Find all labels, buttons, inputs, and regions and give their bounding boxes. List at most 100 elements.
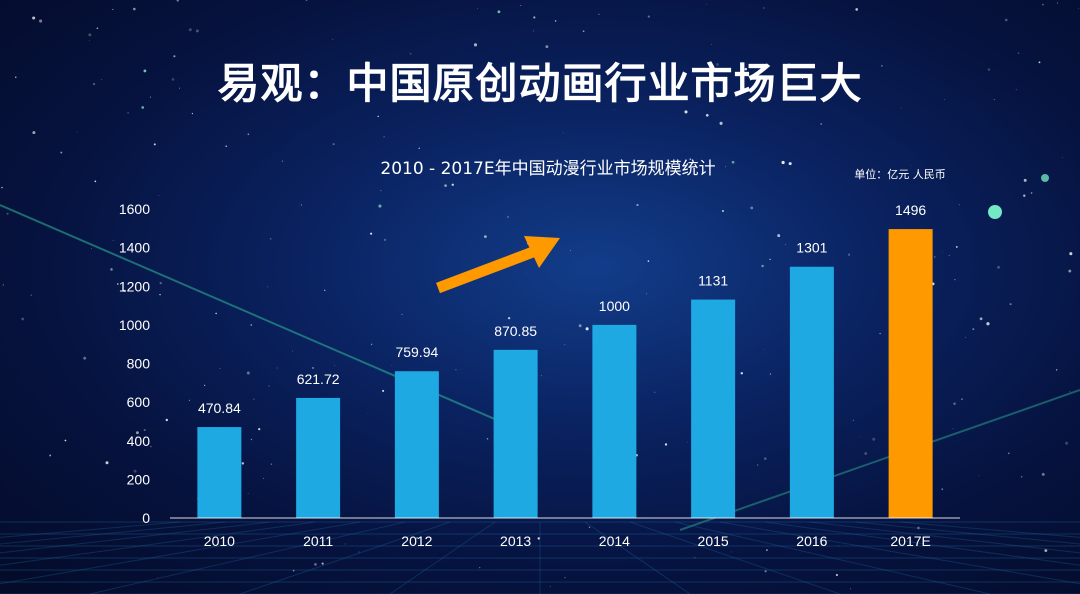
star [451, 183, 454, 186]
star [1065, 441, 1069, 445]
star [132, 7, 136, 11]
data-label: 1301 [796, 240, 827, 256]
star [507, 216, 509, 218]
star [370, 232, 373, 235]
floor-grid-line [0, 521, 361, 585]
star [176, 0, 179, 2]
star [585, 327, 589, 331]
star [719, 121, 723, 125]
glow-star [1041, 174, 1049, 182]
star [415, 536, 419, 540]
data-label: 1496 [895, 202, 926, 218]
star [332, 38, 334, 40]
star [972, 328, 975, 331]
star [1056, 369, 1058, 371]
star [153, 143, 156, 146]
star [305, 0, 308, 1]
star [763, 7, 765, 9]
star [165, 418, 169, 422]
star [116, 283, 119, 285]
star [787, 63, 791, 66]
star [94, 180, 97, 183]
star [159, 281, 162, 285]
star [1004, 18, 1008, 22]
star [764, 570, 767, 573]
star [820, 123, 822, 125]
star [378, 204, 382, 208]
star [401, 313, 403, 316]
y-tick-label: 1600 [119, 201, 150, 217]
star [250, 324, 252, 326]
star [694, 557, 696, 559]
glow-star [988, 205, 1002, 219]
floor-grid-line [764, 521, 1080, 566]
star [689, 158, 692, 160]
star [1038, 61, 1041, 64]
star [647, 15, 650, 18]
floor-grid-line [584, 521, 691, 594]
star [872, 437, 876, 441]
star [1023, 178, 1027, 182]
star [900, 107, 902, 109]
star [1009, 303, 1012, 306]
star [1044, 549, 1048, 552]
star [377, 115, 379, 118]
star [258, 428, 261, 431]
star [292, 350, 293, 352]
star [564, 576, 566, 579]
star [784, 243, 786, 245]
unit-label: 单位：亿元 人民币 [854, 167, 946, 181]
y-tick-label: 600 [127, 394, 151, 410]
star [246, 371, 250, 375]
star [112, 8, 114, 10]
star [788, 162, 792, 166]
star [801, 77, 804, 79]
star [292, 569, 295, 572]
star [367, 413, 368, 414]
floor-grid-line [389, 521, 496, 594]
star [764, 349, 766, 351]
data-label: 1131 [698, 273, 728, 289]
star [537, 537, 540, 540]
star [247, 133, 250, 136]
star [76, 131, 78, 133]
star [391, 364, 393, 366]
x-tick-label: 2011 [303, 533, 333, 549]
star [1078, 8, 1079, 9]
star [933, 256, 936, 258]
star [744, 67, 748, 71]
star [582, 30, 585, 33]
star [324, 289, 326, 291]
star [507, 316, 511, 320]
star [835, 573, 839, 577]
star [1041, 472, 1045, 476]
y-tick-label: 800 [127, 356, 151, 372]
star [578, 324, 582, 328]
star [715, 62, 720, 67]
star [769, 258, 771, 261]
star [370, 343, 373, 346]
star [740, 372, 743, 375]
star [101, 79, 102, 80]
star [948, 254, 950, 256]
star [777, 234, 781, 238]
star [554, 20, 557, 22]
star [684, 110, 688, 114]
star [365, 61, 369, 64]
x-axis: 2010 2011 2012 2013 2014 2015 2016 2017E [170, 517, 960, 549]
star [953, 402, 956, 406]
star [520, 5, 522, 7]
data-label: 870.85 [494, 323, 537, 339]
star [757, 464, 759, 466]
star [136, 431, 139, 435]
floor-grid-line [239, 521, 451, 594]
star [477, 7, 479, 9]
star [479, 567, 481, 569]
star [241, 462, 245, 465]
page-title: 易观：中国原创动画行业市场巨大 [217, 59, 863, 108]
star [455, 369, 457, 371]
star [533, 16, 536, 19]
star [156, 577, 158, 579]
star [978, 475, 980, 477]
star [267, 286, 269, 288]
